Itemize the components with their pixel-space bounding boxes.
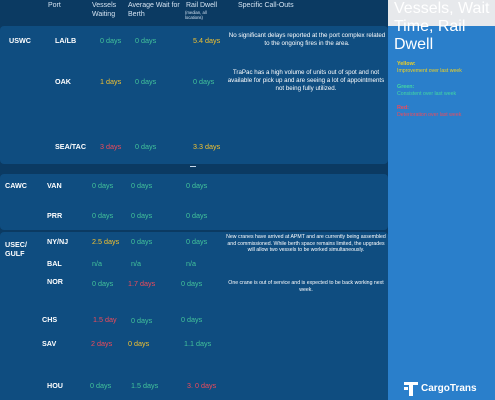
chs-vessels-waiting: 1.5 day	[93, 315, 117, 324]
legend-yellow-heading: Yellow:	[397, 61, 416, 67]
region-band-cawc	[0, 174, 388, 230]
oak-vessels-waiting: 1 days	[100, 77, 122, 86]
sav-vessels-waiting: 2 days	[91, 339, 113, 348]
legend-red-desc: Deterioration over last week	[397, 112, 462, 118]
port-nor: NOR	[47, 277, 63, 286]
legend-green-desc: Consistent over last week	[397, 91, 457, 97]
port-bal: BAL	[47, 259, 62, 268]
hou-rail-dwell: 3. 0 days	[187, 381, 217, 390]
region-cawc: CAWC	[5, 181, 27, 190]
region-usec-gulf: USEC/ GULF	[5, 240, 27, 258]
region-uswc: USWC	[9, 36, 31, 45]
legend-green-heading: Green:	[397, 84, 415, 90]
header-rail-dwell: Rail Dwell	[186, 2, 218, 9]
port-sav: SAV	[42, 339, 57, 348]
prr-rail-dwell: 0 days	[186, 211, 208, 220]
legend-yellow-desc: Improvement over last week	[397, 68, 462, 74]
sidebar-top-strip	[388, 0, 495, 26]
region-band-uswc	[0, 26, 388, 164]
port-nynj: NY/NJ	[47, 237, 69, 246]
port-hou: HOU	[47, 381, 63, 390]
nor-callout: One crane is out of service and is expec…	[228, 280, 384, 293]
seatac-average-wait: 0 days	[135, 142, 157, 151]
van-rail-dwell: 0 days	[186, 181, 208, 190]
cargotrans-logo: CargoTrans	[404, 382, 492, 396]
chs-rail-dwell: 0 days	[181, 315, 203, 324]
van-vessels-waiting: 0 days	[92, 181, 114, 190]
prr-average-wait: 0 days	[131, 211, 153, 220]
nor-rail-dwell: 0 days	[181, 279, 203, 288]
port-status-table: Port Vessels Waiting Average Wait for Be…	[0, 0, 388, 400]
port-prr: PRR	[47, 211, 63, 220]
port-chs: CHS	[42, 315, 58, 324]
header-rail-dwell-sub: (median, all locations)	[185, 10, 207, 20]
nynj-rail-dwell: 0 days	[186, 237, 208, 246]
lalb-average-wait: 0 days	[135, 36, 157, 45]
sav-rail-dwell: 1.1 days	[184, 339, 212, 348]
region-band-usec	[0, 232, 388, 400]
lalb-rail-dwell: 5.4 days	[193, 36, 221, 45]
header-vessels-waiting: Vessels Waiting	[92, 2, 117, 18]
sav-average-wait: 0 days	[128, 339, 150, 348]
nor-vessels-waiting: 0 days	[92, 279, 114, 288]
table-header: Port Vessels Waiting Average Wait for Be…	[0, 0, 388, 24]
seatac-rail-dwell: 3.3 days	[193, 142, 221, 151]
section-divider	[190, 166, 196, 167]
header-callouts: Specific Call-Outs	[238, 2, 294, 9]
lalb-callout: No significant delays reported at the po…	[228, 32, 386, 47]
header-average-wait: Average Wait for Berth	[128, 2, 180, 18]
nor-average-wait: 1.7 days	[128, 279, 156, 288]
hou-average-wait: 1.5 days	[131, 381, 159, 390]
logo-text: CargoTrans	[421, 383, 477, 394]
van-average-wait: 0 days	[131, 181, 153, 190]
cargotrans-logo-icon	[404, 382, 418, 396]
oak-callout: TraPac has a high volume of units out of…	[227, 69, 385, 92]
bal-average-wait: n/a	[131, 259, 141, 268]
seatac-vessels-waiting: 3 days	[100, 142, 122, 151]
port-van: VAN	[47, 181, 62, 190]
prr-vessels-waiting: 0 days	[92, 211, 114, 220]
oak-rail-dwell: 0 days	[193, 77, 215, 86]
bal-rail-dwell: n/a	[186, 259, 196, 268]
nynj-average-wait: 0 days	[131, 237, 153, 246]
nynj-callout: New cranes have arrived at APMT and are …	[226, 234, 386, 254]
legend-red-heading: Red:	[397, 105, 409, 111]
oak-average-wait: 0 days	[135, 77, 157, 86]
port-seatac: SEA/TAC	[55, 142, 87, 151]
sidebar-title: Vessels, Wait Time, Rail Dwell	[394, 0, 490, 53]
hou-vessels-waiting: 0 days	[90, 381, 112, 390]
header-port: Port	[48, 2, 61, 9]
chs-average-wait: 0 days	[131, 316, 153, 325]
legend-sidebar: Vessels, Wait Time, Rail Dwell Yellow: I…	[388, 0, 495, 400]
port-lalb: LA/LB	[55, 36, 77, 45]
lalb-vessels-waiting: 0 days	[100, 36, 122, 45]
nynj-vessels-waiting: 2.5 days	[92, 237, 120, 246]
bal-vessels-waiting: n/a	[92, 259, 102, 268]
port-oak: OAK	[55, 77, 71, 86]
